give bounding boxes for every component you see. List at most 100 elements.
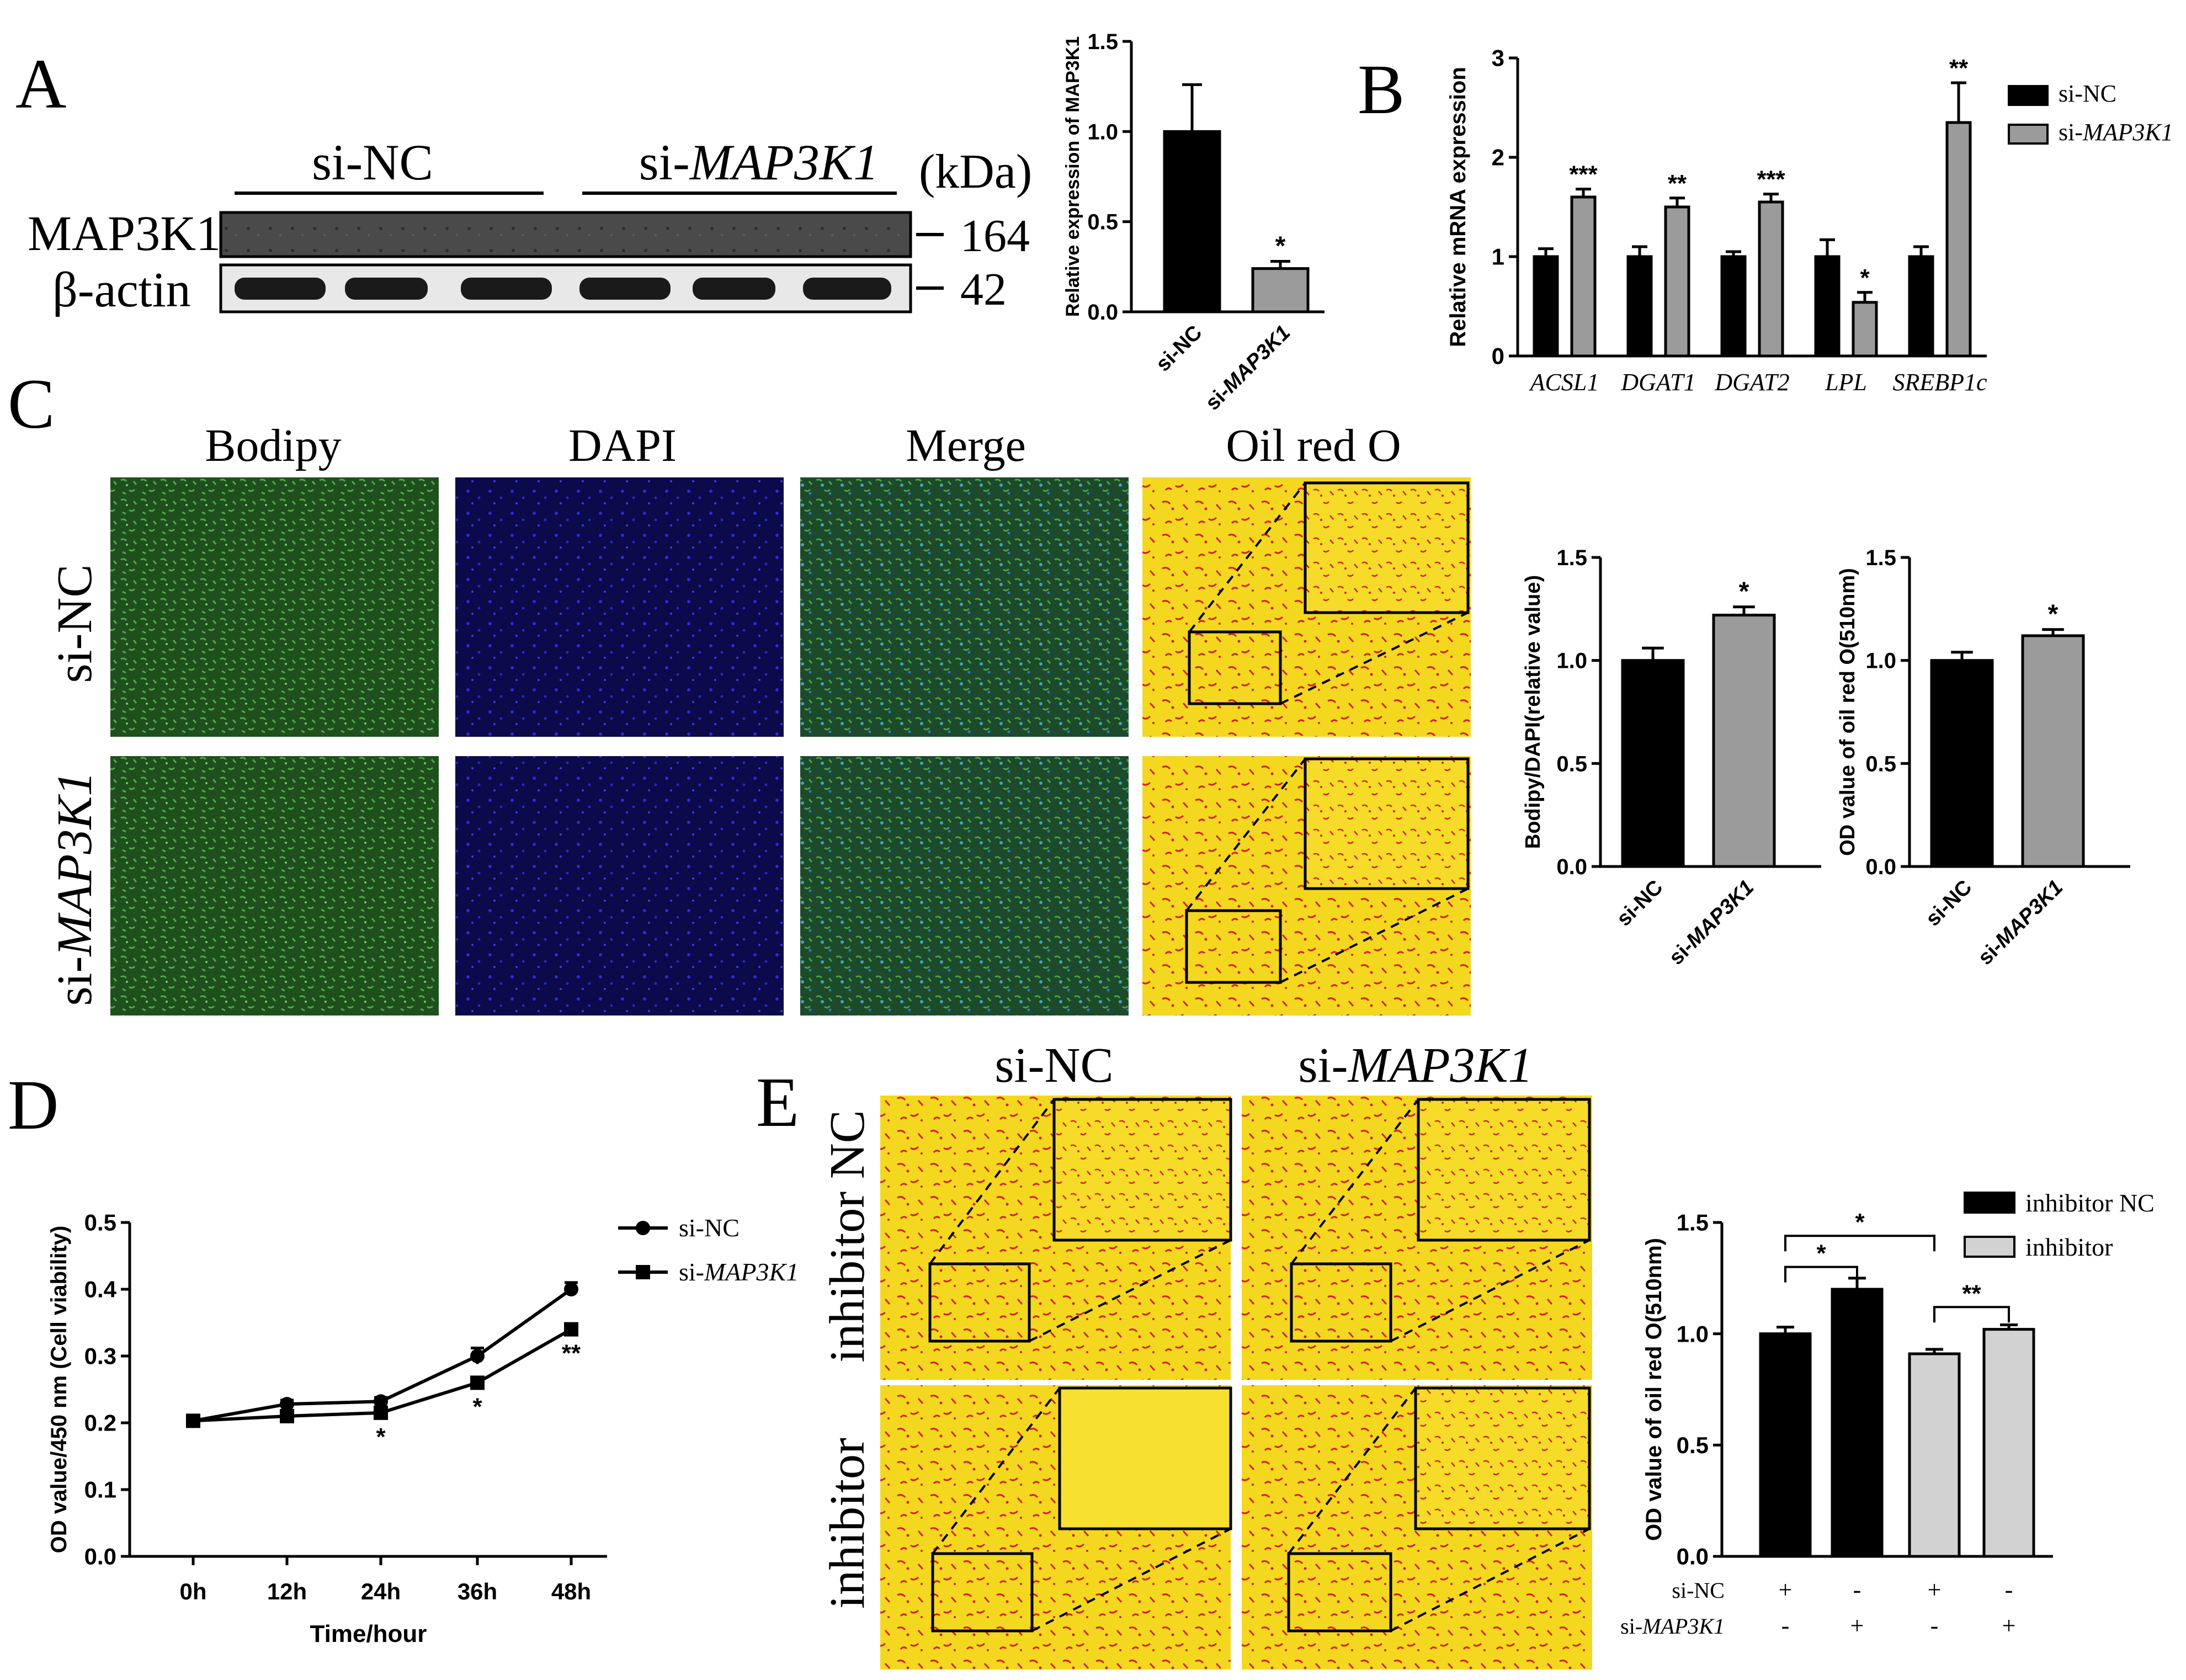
column-header-merge: Merge [906,420,1026,471]
data-point-si-map3k1 [374,1405,388,1420]
panel-label-e: E [756,1063,799,1141]
zoom-inset-box [1304,757,1470,890]
blot-group-label-si-nc: si-NC [312,134,433,190]
data-point-si-map3k1 [470,1375,485,1390]
bar-4 [1982,1328,2035,1558]
zoom-inset-c1 [1188,481,1470,705]
zoom-source-box [928,1262,1031,1343]
bodipy-image-si-map3k1 [110,756,439,1016]
bar-si-map3k1 [2021,634,2085,868]
bar-si-map3k1 [1251,267,1310,313]
chart-c-bodipy-dapi: 0.0 0.5 1.0 1.5 Bodipy/DAPI(relative value) *… [1522,546,1821,970]
zoom-inset-box [1304,481,1470,614]
actin-bands [235,278,891,300]
e-column-header-si-nc: si-NC [994,1038,1113,1093]
blot-strip-map3k1 [219,211,912,258]
legend-swatch [2008,124,2049,145]
e-row-label-inhibitor: inhibitor [820,1438,875,1609]
blot-row-label-actin: β-actin [52,263,191,317]
data-point-si-nc [280,1397,294,1412]
bar-dgat2-si-nc [1720,255,1747,358]
column-header-oil-red-o: Oil red O [1226,420,1401,471]
y-tick-label: 0.5 [1865,752,1896,776]
merge-image-si-nc [800,477,1129,737]
y-axis-title: OD value of oil red O(510nm) [1836,568,1859,856]
actin-band [235,278,326,300]
bar-dgat1-si-nc [1626,255,1653,358]
zoom-inset-box [1417,1098,1591,1242]
zoom-guide-line [1029,1239,1231,1342]
x-tick-label: si-MAP3K1 [1664,876,1758,970]
actin-band [345,278,428,300]
e-zoom-1 [928,1098,1232,1343]
comparison-bracket [1784,1235,1935,1252]
legend-swatch [1964,1192,2015,1214]
zoom-guide-line [1188,482,1306,633]
data-point-si-nc [564,1282,578,1296]
y-tick-label: 3 [1492,45,1504,71]
significance-mark: * [1816,1240,1826,1267]
significance-mark: * [1855,1209,1865,1236]
mw-label-164: 164 [960,210,1030,262]
significance-mark: * [1860,264,1870,291]
design-sign: + [2002,1612,2016,1639]
design-sign: + [1779,1576,1793,1603]
bar-si-map3k1 [1712,614,1776,868]
legend-label: inhibitor [2025,1233,2113,1261]
legend-label: inhibitor NC [2025,1189,2155,1217]
y-tick-label: 0.0 [1865,855,1896,879]
bar-3 [1908,1352,1961,1558]
y-tick-label: 1.0 [1865,649,1896,673]
design-sign: - [1781,1612,1790,1639]
zoom-source-box [1290,1262,1392,1343]
e-column-header-si-map3k1: si-MAP3K1 [1299,1038,1533,1093]
y-tick-label: 0.2 [84,1410,116,1436]
blot-group-label-si-map3k1: si-MAP3K1 [639,134,879,190]
x-tick-label: 48h [551,1578,591,1604]
bar-dgat1-si-map3k1 [1664,205,1690,358]
panel-label-a: A [15,45,66,123]
column-header-bodipy: Bodipy [205,420,341,471]
panel-label-c: C [8,365,55,443]
y-tick-label: 1.5 [1677,1210,1709,1236]
histology-e: si-NC si-MAP3K1 inhibitor NC inhibitor [820,1038,1592,1670]
actin-band [803,278,891,300]
y-tick-label: 0.3 [84,1343,116,1369]
design-sign: + [1850,1612,1864,1639]
data-point-si-nc [374,1394,388,1409]
legend-label: si-MAP3K1 [679,1258,799,1286]
actin-band [461,278,552,300]
zoom-inset-box [1058,1386,1232,1530]
e-row-label-inhibitor-nc: inhibitor NC [820,1110,875,1363]
x-tick-label: si-MAP3K1 [1201,321,1295,415]
x-tick-label: DGAT1 [1620,369,1695,396]
y-tick-label: 1.0 [1087,120,1118,144]
y-axis-title: Relative expression of MAP3K1 [1062,36,1083,317]
comparison-bracket [1933,1306,2010,1323]
legend-swatch [1964,1236,2015,1258]
legend-swatch [2008,85,2049,106]
bar-2 [1831,1288,1884,1558]
dapi-image-si-nc [455,477,784,737]
legend-label: si-NC [679,1214,740,1242]
y-tick-label: 0.0 [1556,855,1587,879]
y-tick-label: 0.1 [84,1477,116,1503]
merge-image-si-map3k1 [800,756,1129,1016]
blot-row-label-map3k1: MAP3K1 [28,206,221,261]
x-tick-label: si-NC [1151,321,1206,376]
zoom-inset-c2 [1185,757,1470,984]
y-tick-label: 1 [1492,244,1504,270]
zoom-guide-line [1031,1528,1231,1632]
blot-kda-label: (kDa) [919,145,1032,199]
x-tick-label: 12h [267,1578,307,1604]
significance-mark: ** [1949,55,1969,82]
significance-mark: ** [1962,1280,1981,1307]
significance-mark: * [1275,232,1286,261]
data-point-si-map3k1 [186,1413,200,1428]
data-point-si-map3k1 [280,1408,294,1423]
y-axis-title: OD value/450 nm (Cell viability) [47,1226,71,1554]
significance-mark: *** [1569,161,1598,188]
histology-c: Bodipy DAPI Merge Oil red O si-NC si-MAP… [47,420,1471,1016]
